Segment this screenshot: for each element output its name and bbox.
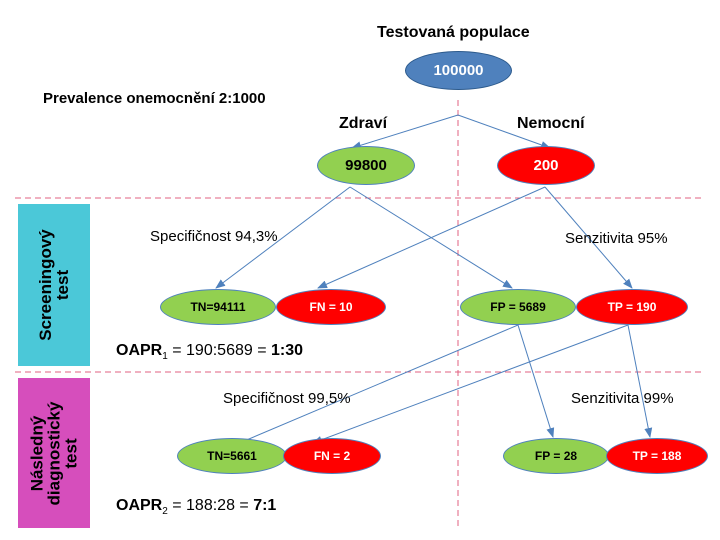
sick-label: Nemocní [517,115,585,132]
diagnostic-oapr-eq: = 188:28 = [167,497,254,514]
screening-tn-node: TN=94111 [160,289,276,325]
screening-sensitivity: Senzitivita 95% [565,230,668,247]
arrow-sick-fn [317,186,546,289]
diagnostic-tn-node: TN=5661 [177,438,287,474]
screening-band: Screeningový test [18,204,90,366]
screening-tn-value: TN=94111 [190,300,246,314]
screening-oapr-prefix: OAPR [116,342,163,359]
diagnostic-sensitivity: Senzitivita 99% [571,390,674,407]
diagnostic-fp-node: FP = 28 [503,438,609,474]
arrow-population-healthy [351,114,459,150]
diagnostic-fn-node: FN = 2 [283,438,381,474]
prevalence-label: Prevalence onemocnění 2:1000 [43,90,266,107]
population-value: 100000 [433,62,484,79]
arrow-sick-tp [544,186,633,289]
sick-value: 200 [533,157,559,174]
screening-fp-value: FP = 5689 [490,300,546,314]
diagnostic-band-line-3: test [61,437,81,469]
screening-band-line-2: test [53,269,72,301]
healthy-label: Zdraví [339,115,388,132]
population-node: 100000 [405,51,512,90]
diagram-title: Testovaná populace [377,24,530,41]
arrow-fp-diag-fp [517,324,555,438]
screening-specificity: Specifičnost 94,3% [150,228,278,245]
diagnostic-band-line-1: Následný [27,415,47,491]
screening-band-line-1: Screeningový [36,229,55,341]
screening-oapr: OAPR1 = 190:5689 = 1:30 [116,342,303,362]
sick-node: 200 [497,146,595,185]
screening-oapr-eq: = 190:5689 = [167,342,271,359]
arrow-healthy-tn [215,186,351,289]
arrow-tp-diag-fn [312,324,629,444]
diagnostic-tn-value: TN=5661 [207,449,257,463]
diagnostic-fn-value: FN = 2 [313,449,351,463]
diagnostic-tp-node: TP = 188 [606,438,708,474]
arrow-fp-diag-tn [229,324,519,448]
diagnostic-tp-value: TP = 188 [632,449,682,463]
diagnostic-oapr: OAPR2 = 188:28 = 7:1 [116,497,276,517]
diagnostic-oapr-result: 7:1 [253,497,277,514]
diagnostic-band: Následný diagnostický test [18,378,90,528]
screening-fp-node: FP = 5689 [460,289,576,325]
screening-tp-value: TP = 190 [607,300,657,314]
diagnostic-oapr-sub: 2 [162,506,168,518]
healthy-value: 99800 [345,157,387,174]
diagnostic-fp-value: FP = 28 [534,449,578,463]
screening-fn-node: FN = 10 [276,289,386,325]
screening-oapr-result: 1:30 [271,342,304,359]
diagnostic-specificity: Specifičnost 99,5% [223,390,351,407]
diagnostic-band-line-2: diagnostický [44,401,64,505]
screening-oapr-sub: 1 [162,351,168,363]
arrow-tp-diag-tp [627,324,653,438]
arrow-population-sick [457,114,551,149]
screening-fn-value: FN = 10 [309,300,353,314]
diagnostic-oapr-prefix: OAPR [116,497,163,514]
healthy-node: 99800 [317,146,415,185]
screening-tp-node: TP = 190 [576,289,688,325]
